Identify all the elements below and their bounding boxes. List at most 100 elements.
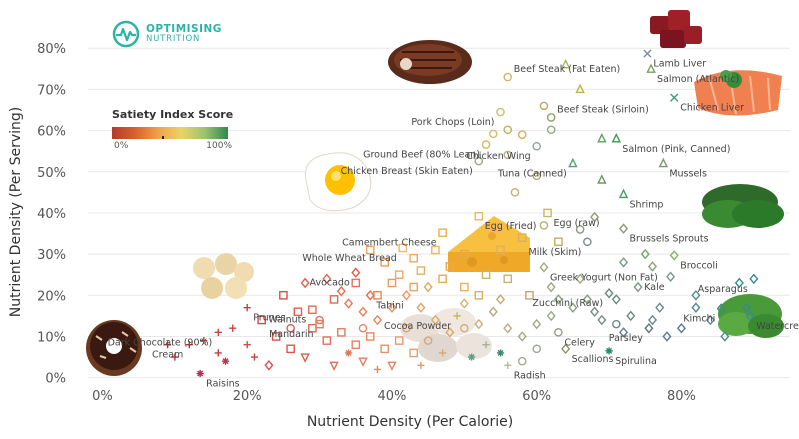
data-point: [619, 257, 629, 268]
data-point: [200, 336, 208, 345]
labeled-data-point: [474, 211, 484, 221]
y-tick-label: 0%: [45, 372, 66, 387]
data-point: [611, 294, 621, 305]
point-label: Cream: [152, 350, 183, 361]
point-label: Raisins: [206, 379, 239, 390]
labeled-data-point: [438, 228, 447, 238]
data-point: [445, 262, 455, 271]
data-point: [597, 133, 607, 143]
labeled-data-point: [646, 63, 656, 73]
labeled-data-point: [749, 273, 759, 285]
legend-gradient: [112, 127, 228, 139]
point-label: Shrimp: [630, 199, 664, 210]
data-point: [460, 323, 469, 333]
data-point: [517, 233, 527, 242]
labeled-data-point: [496, 107, 505, 117]
labeled-data-point: [670, 93, 679, 102]
labeled-data-point: [643, 49, 652, 58]
brand-line2: NUTRITION: [146, 34, 201, 45]
data-point: [344, 298, 354, 309]
labeled-data-point: [619, 223, 629, 234]
labeled-data-point: [185, 341, 193, 349]
labeled-data-point: [504, 361, 512, 369]
labeled-data-point: [243, 304, 251, 312]
data-point: [431, 245, 440, 255]
y-tick-label: 70%: [37, 83, 66, 98]
data-point: [286, 344, 295, 354]
labeled-data-point: [561, 343, 571, 355]
data-point: [409, 348, 418, 358]
data-point: [344, 349, 353, 357]
beef-steak-image: [388, 40, 472, 84]
data-point: [387, 361, 397, 372]
data-point: [532, 171, 542, 181]
data-point: [300, 277, 310, 289]
point-label: Asparagus: [698, 284, 748, 295]
data-point: [495, 294, 506, 305]
data-point: [322, 336, 332, 345]
x-tick-label: 80%: [667, 389, 696, 404]
data-point: [409, 253, 418, 263]
point-label: Chicken Wing: [466, 151, 530, 162]
labeled-data-point: [532, 141, 542, 151]
data-point: [691, 290, 701, 301]
data-point: [467, 353, 476, 361]
egg-image: [304, 152, 372, 212]
data-point: [474, 318, 484, 330]
brand-logo: OPTIMISING NUTRITION: [112, 20, 222, 48]
labeled-data-point: [474, 156, 484, 166]
labeled-data-point: [745, 310, 755, 322]
data-point: [539, 101, 549, 111]
data-point: [662, 331, 672, 342]
point-label: Walnuts: [268, 315, 306, 326]
labeled-data-point: [214, 328, 222, 336]
data-point: [503, 322, 513, 334]
data-point: [372, 314, 383, 326]
data-point: [503, 125, 513, 135]
data-point: [626, 310, 636, 322]
data-point: [496, 349, 505, 357]
x-tick-label: 0%: [92, 389, 113, 404]
x-tick-label: 20%: [233, 389, 262, 404]
labeled-data-point: [604, 287, 614, 299]
labeled-data-point: [554, 328, 563, 337]
labeled-data-point: [398, 243, 408, 253]
data-point: [439, 349, 447, 357]
data-point: [510, 188, 520, 197]
data-point: [409, 282, 418, 292]
data-point: [582, 294, 592, 305]
point-label: Camembert Cheese: [342, 238, 437, 249]
data-point: [293, 307, 303, 317]
data-point: [647, 314, 658, 326]
data-point: [358, 323, 368, 333]
data-point: [633, 281, 643, 293]
data-point: [619, 327, 629, 338]
salmon-image: [694, 70, 782, 116]
data-point: [394, 336, 404, 345]
data-point: [460, 249, 469, 259]
point-label: Kale: [644, 282, 665, 293]
point-label: Watercress: [756, 321, 799, 332]
legend-max-label: 100%: [206, 141, 232, 151]
labeled-data-point: [481, 140, 491, 149]
legend-title: Satiety Index Score: [112, 108, 234, 121]
labeled-data-point: [644, 322, 654, 334]
point-label: Spirulina: [615, 356, 657, 367]
point-label: Tuna (Canned): [497, 169, 567, 180]
data-point: [380, 344, 390, 354]
labeled-data-point: [658, 157, 669, 168]
labeled-data-point: [568, 157, 578, 168]
color-legend: Satiety Index Score 0% 100%: [112, 108, 242, 151]
labeled-data-point: [546, 113, 556, 122]
data-point: [705, 314, 715, 326]
data-point: [460, 282, 469, 292]
y-tick-label: 30%: [37, 248, 66, 263]
legend-marker: [162, 136, 164, 139]
data-point: [365, 332, 375, 341]
labeled-data-point: [503, 72, 513, 82]
data-point: [647, 261, 658, 272]
data-point: [329, 295, 339, 304]
liver-image: [650, 10, 702, 48]
data-point: [590, 306, 600, 318]
